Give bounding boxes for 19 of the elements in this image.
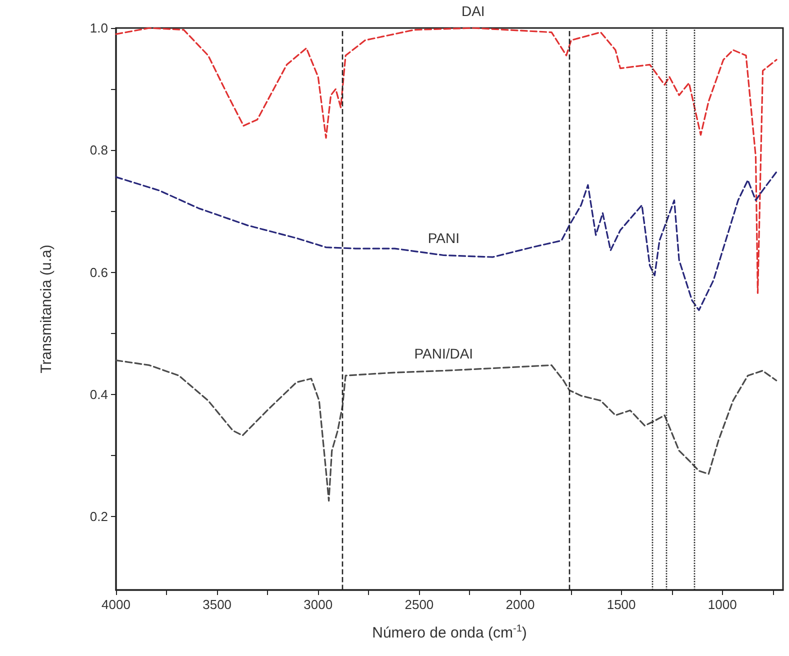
x-tick-label: 3000 xyxy=(304,597,333,612)
line-series xyxy=(115,171,778,312)
y-axis-title: Transmitancia (u.a) xyxy=(38,244,55,374)
line-series xyxy=(115,27,778,294)
y-tick-label: 0.6 xyxy=(90,264,108,280)
y-tick-label: 1.0 xyxy=(90,20,108,36)
x-tick-label: 2000 xyxy=(506,597,535,612)
x-tick-label: 3500 xyxy=(202,597,232,612)
series-label: DAI xyxy=(461,3,485,19)
x-tick-label: 1000 xyxy=(708,597,737,612)
series-label: PANI xyxy=(428,230,460,246)
x-tick-label: 2500 xyxy=(404,597,434,612)
x-tick-label: 4000 xyxy=(102,597,130,612)
x-tick-label: 1500 xyxy=(606,597,636,612)
series-label: PANI/DAI xyxy=(414,346,474,362)
y-tick-label: 0.4 xyxy=(90,387,108,402)
line-series xyxy=(115,360,778,502)
y-tick-label: 0.8 xyxy=(90,142,108,158)
y-tick-label: 0.2 xyxy=(90,509,108,524)
